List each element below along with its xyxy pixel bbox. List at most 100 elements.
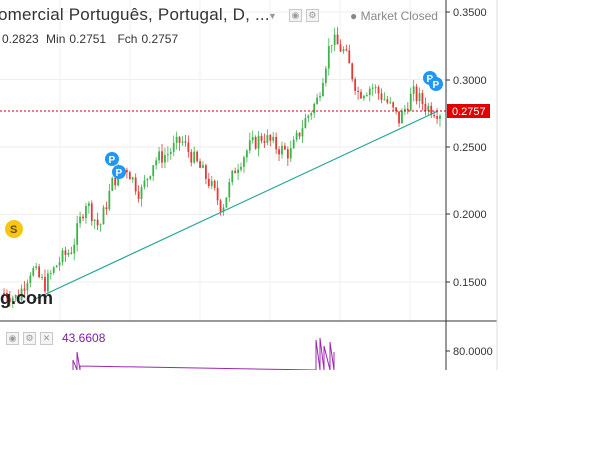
candle-body: [401, 110, 403, 124]
market-status-label: Market Closed: [360, 9, 438, 23]
candle-body: [175, 136, 178, 143]
candle-body: [93, 219, 96, 221]
candle-body: [29, 275, 32, 284]
candle-body: [360, 91, 362, 99]
candle-body: [149, 176, 152, 179]
candle-body: [295, 132, 298, 140]
candle-body: [245, 150, 248, 158]
candle-body: [8, 298, 11, 302]
candle-body: [243, 157, 245, 167]
close-icon[interactable]: ✕: [40, 332, 53, 345]
candle-body: [105, 207, 108, 210]
candle-body: [58, 262, 61, 266]
candle-body: [216, 187, 219, 201]
candle-body: [67, 252, 70, 255]
ohlc-low: 0.2751: [69, 32, 107, 46]
candle-body: [254, 137, 257, 149]
indicator-tick: 80.0000: [453, 346, 493, 358]
candle-body: [11, 297, 14, 302]
price-tick: 0.2000: [453, 209, 487, 221]
candle-body: [269, 135, 272, 141]
chart-area[interactable]: 0.3500 0.3000 0.2500 0.2000 0.1500 0.275…: [0, 0, 605, 370]
candle-body: [111, 177, 114, 191]
candle-body: [41, 276, 43, 278]
candle-body: [292, 139, 295, 149]
candle-body: [207, 178, 210, 186]
candle-body: [240, 166, 242, 170]
candle-body: [380, 93, 383, 100]
candle-body: [260, 135, 263, 141]
current-price-badge: 0.2757: [447, 104, 490, 118]
price-chart[interactable]: 0.3500 0.3000 0.2500 0.2000 0.1500 0.275…: [0, 0, 605, 370]
candle-body: [415, 86, 418, 102]
candle-body: [418, 93, 421, 102]
candle-body: [354, 79, 357, 91]
candle-body: [152, 165, 155, 177]
candle-body: [266, 135, 269, 143]
candle-body: [99, 224, 102, 226]
svg-text:P: P: [116, 168, 123, 179]
candle-body: [166, 154, 169, 156]
candle-body: [32, 268, 35, 276]
candle-body: [392, 102, 395, 108]
split-marker[interactable]: S: [5, 220, 23, 238]
candle-body: [310, 113, 313, 116]
ohlc-low-label: Min: [46, 32, 66, 46]
candle-body: [164, 155, 166, 163]
candle-body: [172, 142, 175, 152]
candle-body: [433, 115, 436, 117]
candle-body: [263, 140, 266, 143]
pivot-marker[interactable]: P: [112, 165, 126, 179]
chevron-down-icon[interactable]: ▼: [268, 10, 277, 21]
candle-body: [286, 149, 289, 159]
pivot-marker[interactable]: P: [429, 77, 443, 91]
candle-body: [52, 267, 55, 274]
candle-body: [412, 86, 415, 94]
candle-body: [73, 244, 76, 254]
candle-body: [371, 87, 374, 89]
candle-body: [6, 292, 8, 299]
candle-body: [330, 45, 333, 47]
candle-body: [46, 273, 49, 292]
candle-body: [406, 108, 409, 111]
candle-body: [257, 135, 260, 149]
gear-icon[interactable]: ⚙: [23, 332, 36, 345]
pivot-marker[interactable]: P: [105, 152, 119, 166]
candle-body: [363, 95, 365, 99]
candle-body: [439, 115, 441, 119]
price-tick: 0.1500: [453, 277, 487, 289]
candle-body: [351, 63, 354, 80]
gear-icon[interactable]: ⚙: [305, 9, 319, 22]
candle-body: [184, 141, 187, 143]
candle-body: [225, 197, 228, 208]
candle-body: [301, 128, 304, 137]
ohlc-high: 0.2823: [2, 32, 39, 46]
eye-icon[interactable]: ◉: [288, 9, 302, 22]
candle-body: [278, 149, 280, 155]
status-dot-icon: ●: [350, 9, 358, 23]
candle-body: [55, 265, 58, 268]
candlestick-series: [3, 27, 441, 309]
candle-body: [251, 137, 254, 141]
candle-body: [161, 151, 163, 163]
candle-body: [345, 49, 348, 51]
candle-body: [386, 99, 389, 103]
candle-body: [85, 205, 87, 219]
candle-body: [23, 288, 26, 291]
svg-text:P: P: [427, 74, 434, 85]
candle-body: [181, 141, 184, 143]
candle-body: [222, 207, 225, 212]
candle-body: [196, 151, 199, 162]
candle-body: [169, 151, 172, 155]
candle-body: [140, 187, 143, 199]
candle-body: [26, 283, 29, 291]
candle-body: [327, 46, 330, 69]
eye-icon[interactable]: ◉: [6, 332, 19, 345]
candle-body: [403, 108, 406, 111]
candle-body: [237, 169, 239, 174]
candle-body: [374, 87, 377, 89]
price-tick: 0.3000: [453, 75, 487, 87]
candle-body: [324, 68, 327, 83]
candle-body: [357, 90, 359, 92]
candle-body: [96, 219, 99, 226]
